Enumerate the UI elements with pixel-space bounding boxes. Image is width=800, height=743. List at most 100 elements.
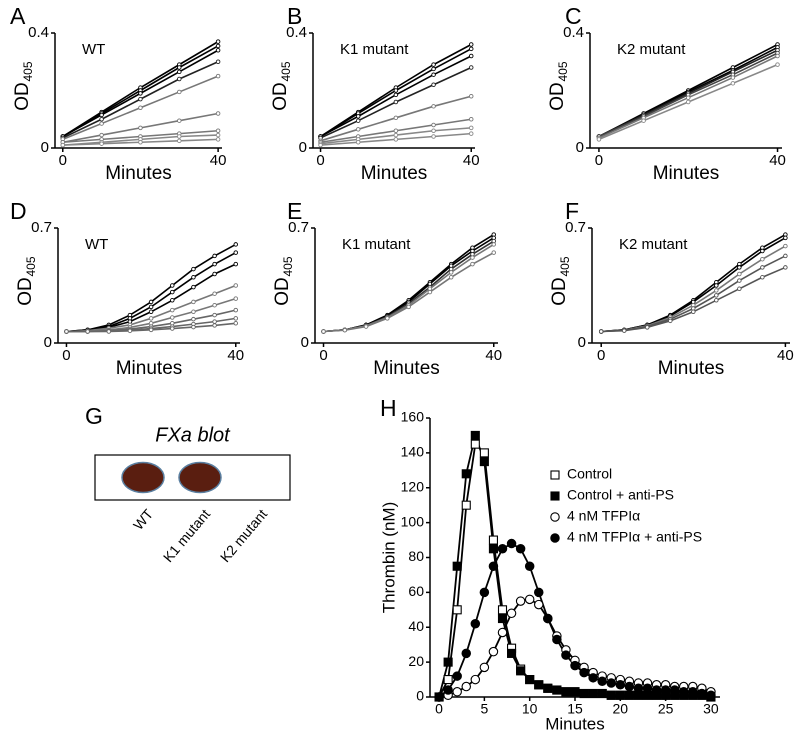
data-point [783, 235, 788, 241]
data-point [212, 291, 217, 296]
data-point [468, 42, 474, 47]
data-point [552, 685, 562, 695]
panel-title: K2 mutant [617, 41, 686, 58]
data-point [170, 289, 175, 295]
data-point [691, 309, 696, 315]
x-tick-label: 15 [567, 701, 583, 717]
y-tick-label: 0 [299, 139, 307, 156]
data-point [488, 646, 499, 657]
data-point [461, 648, 471, 659]
data-point [191, 266, 196, 272]
panel-letter: H [380, 395, 397, 421]
data-point [730, 81, 736, 86]
data-point [177, 69, 182, 75]
data-point [468, 65, 474, 70]
data-point [783, 253, 788, 259]
data-point [588, 673, 598, 683]
blot-band [121, 461, 165, 494]
data-point [99, 121, 104, 126]
data-point [177, 138, 182, 144]
data-point [215, 132, 221, 138]
data-point [633, 683, 644, 694]
data-point [491, 250, 496, 255]
data-point [760, 256, 765, 262]
x-axis-label: Minutes [658, 358, 725, 379]
blot-band [178, 461, 222, 494]
y-tick-label: 60 [408, 583, 424, 599]
y-tick-label: 0 [41, 139, 49, 156]
data-point [685, 95, 691, 100]
data-point [138, 91, 143, 96]
data-point [321, 329, 326, 334]
data-point [406, 304, 411, 310]
legend-label: 4 nM TFPIα + anti-PS [567, 529, 702, 545]
data-point [452, 671, 462, 681]
data-point [434, 692, 444, 702]
y-tick-label: 0.7 [565, 219, 586, 236]
data-point [355, 139, 361, 145]
data-point [448, 275, 454, 280]
y-tick-label: 0 [416, 688, 424, 704]
data-point [99, 112, 104, 118]
x-axis-label: Minutes [105, 163, 172, 184]
data-point [431, 82, 436, 87]
panel-letter: F [565, 198, 579, 224]
data-point [448, 270, 454, 275]
data-point [468, 46, 474, 52]
data-point [431, 66, 436, 72]
data-point [138, 105, 143, 110]
data-point [233, 321, 239, 326]
data-point [215, 43, 221, 49]
x-tick-label: 0 [62, 347, 70, 364]
data-point [570, 660, 580, 671]
x-tick-label: 20 [613, 701, 629, 717]
panel-title: K1 mutant [340, 41, 409, 58]
data-point [697, 688, 707, 699]
data-point [393, 132, 399, 138]
data-point [177, 89, 182, 95]
data-point [393, 88, 399, 93]
data-point [431, 128, 436, 133]
data-point [783, 265, 788, 270]
data-point [669, 685, 680, 695]
x-axis-label: Minutes [373, 358, 440, 379]
data-point [138, 139, 143, 145]
data-point [524, 594, 535, 605]
data-point [215, 73, 221, 79]
data-point [524, 561, 535, 571]
data-point [645, 325, 650, 330]
data-point [431, 62, 436, 67]
legend-label: Control [567, 466, 612, 482]
data-point [233, 307, 239, 313]
lane-label: K2 mutant [217, 506, 270, 565]
data-point [99, 141, 104, 146]
data-point [427, 289, 433, 295]
data-point [533, 599, 544, 610]
data-point [470, 430, 480, 440]
x-tick-label: 40 [210, 152, 227, 169]
data-point [479, 457, 489, 467]
data-point [468, 116, 474, 122]
data-point [468, 53, 474, 59]
data-point [106, 329, 112, 334]
data-point [170, 283, 175, 288]
data-point [148, 327, 154, 333]
x-tick-label: 30 [703, 701, 719, 717]
data-point [148, 316, 154, 321]
data-point [760, 248, 765, 254]
x-tick-label: 40 [777, 347, 794, 364]
data-point [570, 687, 580, 697]
y-tick-label: 0 [301, 334, 309, 351]
panel-title: WT [82, 41, 105, 58]
data-point [191, 299, 196, 305]
data-point [506, 538, 517, 549]
data-point [597, 676, 607, 687]
data-point [148, 309, 154, 315]
x-tick-label: 40 [485, 347, 502, 364]
data-point [431, 72, 436, 77]
